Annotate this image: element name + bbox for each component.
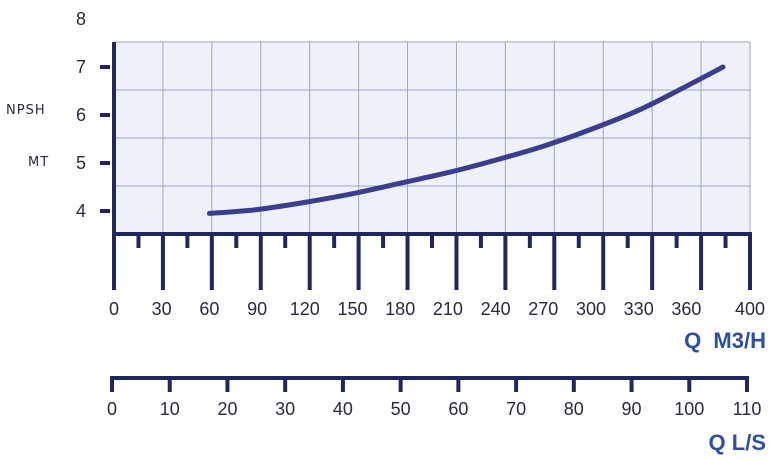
- x-tick-label-m3h: 0: [109, 299, 119, 319]
- x-tick-label-ls: 110: [733, 399, 762, 419]
- x-tick-label-m3h: 120: [290, 299, 320, 319]
- x-tick-label-ls: 80: [564, 399, 584, 419]
- x-tick-label-ls: 70: [506, 399, 526, 419]
- grid: [113, 41, 751, 234]
- y-tick-label: 8: [76, 9, 86, 29]
- y-axis: 4 5 6 7 8: [76, 9, 116, 234]
- x-tick-label-m3h: 270: [528, 299, 558, 319]
- x-tick-label-ls: 20: [217, 399, 237, 419]
- ylabel-line-1: NPSH: [6, 103, 46, 118]
- npsh-curve: [206, 64, 726, 216]
- x-axis-ls: 0 10 20 30 40 50 60 70 80 90 100 110: [107, 376, 761, 419]
- x-tick-label-m3h: 240: [481, 299, 511, 319]
- y-tick-label: 6: [76, 105, 86, 125]
- x-tick-label-ls: 60: [448, 399, 468, 419]
- x-tick-label-ls: 100: [674, 399, 704, 419]
- x-axis-m3h: 0 30 60 90 120 150 180 210 240 270 300 330 360 400: [109, 232, 765, 319]
- x-tick-label-ls: 0: [107, 399, 117, 419]
- x-tick-label-m3h: 150: [337, 299, 367, 319]
- y-tick-label: 5: [76, 153, 86, 173]
- y-tick-label: 4: [76, 201, 86, 221]
- x-tick-label-m3h: 90: [247, 299, 267, 319]
- x-tick-label-m3h: 60: [199, 299, 219, 319]
- x-tick-label-m3h: 30: [152, 299, 172, 319]
- x-tick-label-ls: 90: [622, 399, 642, 419]
- x-tick-label-m3h: 330: [624, 299, 654, 319]
- x-tick-label-m3h: 180: [385, 299, 415, 319]
- x-tick-label-ls: 40: [333, 399, 353, 419]
- x-tick-label-ls: 30: [275, 399, 295, 419]
- ylabel-line-2: MT: [28, 155, 49, 170]
- x-tick-label-m3h: 400: [735, 299, 765, 319]
- x-unit-label-m3h: Q M3/H: [684, 328, 766, 353]
- x-tick-label-m3h: 300: [576, 299, 606, 319]
- x-unit-label-ls: Q L/S: [709, 430, 766, 455]
- x-tick-label-ls: 10: [160, 399, 180, 419]
- x-tick-label-ls: 50: [391, 399, 411, 419]
- y-tick-label: 7: [76, 57, 86, 77]
- x-tick-label-m3h: 210: [433, 299, 463, 319]
- x-tick-label-m3h: 360: [671, 299, 701, 319]
- series-group: [206, 64, 726, 216]
